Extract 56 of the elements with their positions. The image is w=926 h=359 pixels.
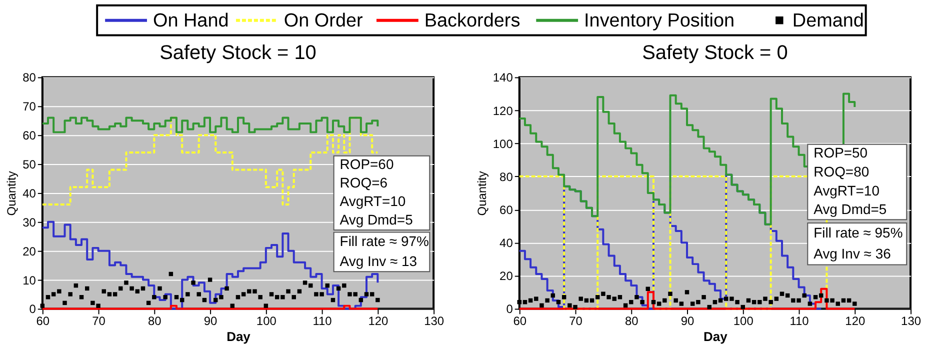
x-tick-label: 90 <box>680 314 694 328</box>
x-tick-label: 110 <box>312 314 332 328</box>
x-tick-label: 130 <box>424 314 444 328</box>
x-tick-label: 120 <box>845 314 866 328</box>
y-tick-label: 60 <box>500 202 514 217</box>
x-tick-label: 80 <box>624 314 639 328</box>
legend-label: On Hand <box>152 10 229 32</box>
x-tick-label: 120 <box>368 314 388 328</box>
x-axis-title: Day <box>226 329 252 344</box>
y-tick-label: 20 <box>500 269 514 284</box>
annotation: AvgRT=10 <box>340 193 406 210</box>
x-tick-label: 60 <box>513 314 527 328</box>
x-tick-label: 80 <box>148 314 162 328</box>
y-tick-label: 30 <box>22 215 36 230</box>
annotation: ROQ=6 <box>340 174 388 191</box>
y-tick-label: 40 <box>22 186 36 200</box>
annotation: Avg Dmd=5 <box>814 201 887 218</box>
legend-label: Demand <box>792 10 864 32</box>
annotation: AvgRT=10 <box>814 182 880 198</box>
x-axis-title: Day <box>704 329 728 344</box>
legend-label: Inventory Position <box>584 10 735 32</box>
x-tick-label: 100 <box>256 314 277 328</box>
y-tick-label: 120 <box>492 104 514 118</box>
legend-label: Backorders <box>424 10 520 32</box>
y-tick-label: 80 <box>500 170 514 184</box>
x-tick-label: 70 <box>569 314 583 328</box>
y-tick-label: 60 <box>22 128 36 143</box>
x-tick-label: 90 <box>204 314 218 328</box>
x-tick-label: 70 <box>92 314 106 328</box>
y-tick-label: 80 <box>22 70 36 85</box>
y-tick-label: 0 <box>506 302 514 316</box>
chart-title: Safety Stock = 10 <box>160 42 316 64</box>
x-tick-label: 110 <box>790 314 810 328</box>
x-tick-label: 130 <box>901 314 922 328</box>
annotation: Avg Inv ≈ 36 <box>814 245 892 262</box>
y-tick-label: 70 <box>22 100 36 114</box>
chart-title: Safety Stock = 0 <box>642 42 788 64</box>
y-tick-label: 100 <box>492 136 514 151</box>
y-tick-label: 10 <box>22 273 36 288</box>
y-tick-label: 20 <box>22 244 36 258</box>
annotation: Avg Inv ≈ 13 <box>340 252 418 269</box>
y-axis-title: Quantity <box>474 171 489 216</box>
annotation: ROP=50 <box>814 144 868 161</box>
y-tick-label: 140 <box>492 70 514 85</box>
y-tick-label: 50 <box>22 158 36 172</box>
x-tick-label: 100 <box>733 314 754 328</box>
annotation: Avg Dmd=5 <box>340 212 414 228</box>
y-axis-title: Quantity <box>4 171 19 216</box>
annotation: ROQ=80 <box>814 164 870 180</box>
annotation: Fill rate ≈ 95% <box>814 224 903 240</box>
annotation: ROP=60 <box>340 156 394 172</box>
annotation: Fill rate ≈ 97% <box>340 233 429 250</box>
y-tick-label: 40 <box>500 236 514 250</box>
legend-label: On Order <box>284 10 363 32</box>
y-tick-label: 0 <box>29 302 36 316</box>
x-tick-label: 60 <box>36 314 50 328</box>
